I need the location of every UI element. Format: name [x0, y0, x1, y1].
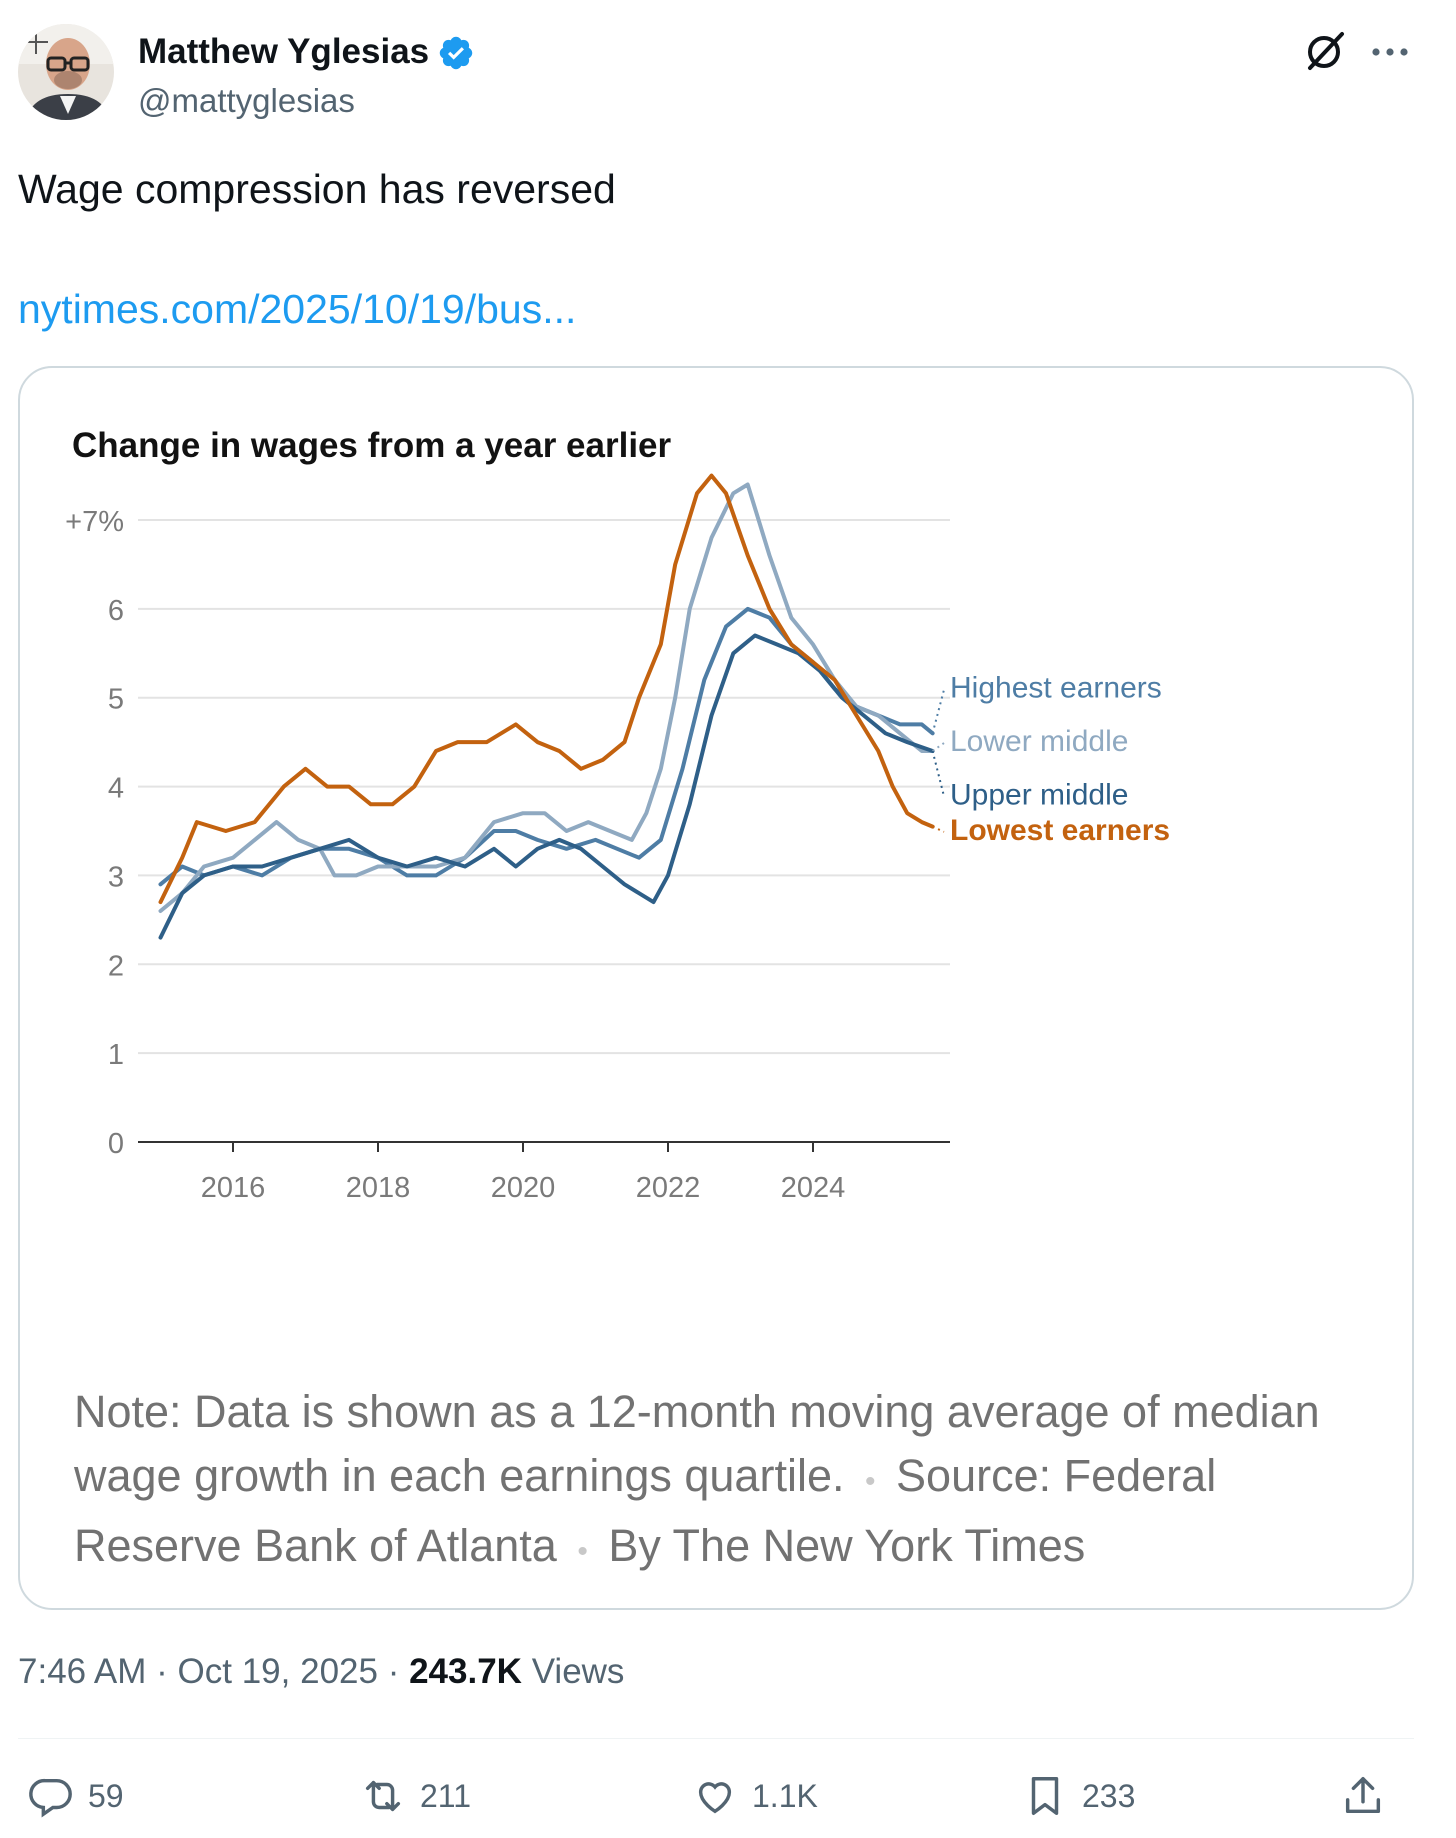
x-tick-label: 2022	[636, 1172, 701, 1204]
bookmark-button[interactable]: 233	[1022, 1766, 1135, 1826]
chart-source: Source: Federal Reserve Bank of Atlanta	[74, 1450, 1217, 1571]
article-link[interactable]: nytimes.com/2025/10/19/bus...	[18, 286, 577, 332]
x-tick-label: 2020	[491, 1172, 556, 1204]
reply-button[interactable]: 59	[28, 1766, 124, 1826]
y-tick-label: 3	[108, 861, 124, 893]
y-tick-label: 5	[108, 684, 124, 716]
separator-dot: ·	[156, 1652, 178, 1691]
label-leader	[931, 750, 945, 797]
chart-note: Note: Data is shown as a 12-month moving…	[74, 1380, 1364, 1584]
series-label: Upper middle	[950, 778, 1128, 811]
series-label: Lowest earners	[950, 814, 1170, 847]
label-leader	[932, 825, 945, 833]
x-tick-label: 2024	[781, 1172, 846, 1204]
wage-chart: 0 1 2 3 4 5 6 +7% 2016 2018 2020 2022 2024 Highest ea…	[65, 473, 1170, 1204]
y-tick-label: 4	[108, 773, 124, 805]
x-tick-label: 2018	[346, 1172, 411, 1204]
chart-credit: By The New York Times	[608, 1520, 1086, 1571]
heart-icon	[698, 1782, 732, 1814]
tweet-time[interactable]: 7:46 AM	[18, 1652, 147, 1691]
repost-count: 211	[420, 1777, 472, 1814]
y-tick-label: 0	[108, 1128, 124, 1160]
series-line-lower-middle	[158, 482, 935, 913]
chart-note-text: Note: Data is shown as a 12-month moving…	[74, 1386, 1320, 1501]
reply-icon	[29, 1778, 72, 1818]
like-button[interactable]: 1.1K	[692, 1766, 818, 1826]
action-bar: 59 211 1.1K 233	[18, 1766, 1418, 1826]
series-line-lowest-earners	[158, 473, 935, 905]
tweet-text: Wage compression has reversed	[18, 166, 616, 212]
tweet-timestamp: 7:46 AM · Oct 19, 2025 · 243.7K Views	[18, 1652, 624, 1692]
author-name[interactable]: Matthew Yglesias	[138, 32, 430, 71]
label-leader	[931, 689, 945, 734]
series-line-upper-middle	[158, 633, 935, 940]
chart-title: Change in wages from a year earlier	[72, 426, 672, 465]
views-count: 243.7K	[409, 1652, 522, 1691]
avatar[interactable]	[18, 24, 114, 120]
series-label: Lower middle	[950, 725, 1128, 758]
y-tick-label: 6	[108, 595, 124, 627]
divider	[18, 1738, 1414, 1739]
separator-dot: •	[577, 1535, 588, 1568]
author-handle[interactable]: @mattyglesias	[138, 82, 355, 119]
more-options-icon[interactable]	[1368, 32, 1412, 72]
reply-count: 59	[88, 1777, 124, 1814]
bookmark-icon	[1031, 1777, 1059, 1815]
share-icon	[1345, 1777, 1381, 1814]
verified-badge-icon	[439, 36, 473, 70]
separator-dot: ·	[387, 1652, 410, 1691]
separator-dot: •	[865, 1465, 876, 1498]
y-tick-label: 2	[108, 950, 124, 982]
views-label: Views	[531, 1652, 625, 1691]
repost-icon	[365, 1780, 401, 1812]
like-count: 1.1K	[752, 1777, 818, 1814]
share-button[interactable]	[1340, 1766, 1400, 1826]
grok-icon[interactable]	[1302, 28, 1348, 74]
label-leader	[932, 742, 945, 752]
y-tick-label: 1	[108, 1039, 124, 1071]
bookmark-count: 233	[1082, 1777, 1136, 1814]
x-tick-label: 2016	[201, 1172, 266, 1204]
chart-card[interactable]: Change in wages from a year earlier 0 1 2 3…	[18, 366, 1414, 1610]
tweet-header: Matthew Yglesias @mattyglesias	[18, 24, 1418, 124]
series-label: Highest earners	[950, 672, 1162, 705]
tweet-date[interactable]: Oct 19, 2025	[177, 1652, 378, 1691]
repost-button[interactable]: 211	[360, 1766, 471, 1826]
y-tick-label: +7%	[65, 506, 124, 538]
